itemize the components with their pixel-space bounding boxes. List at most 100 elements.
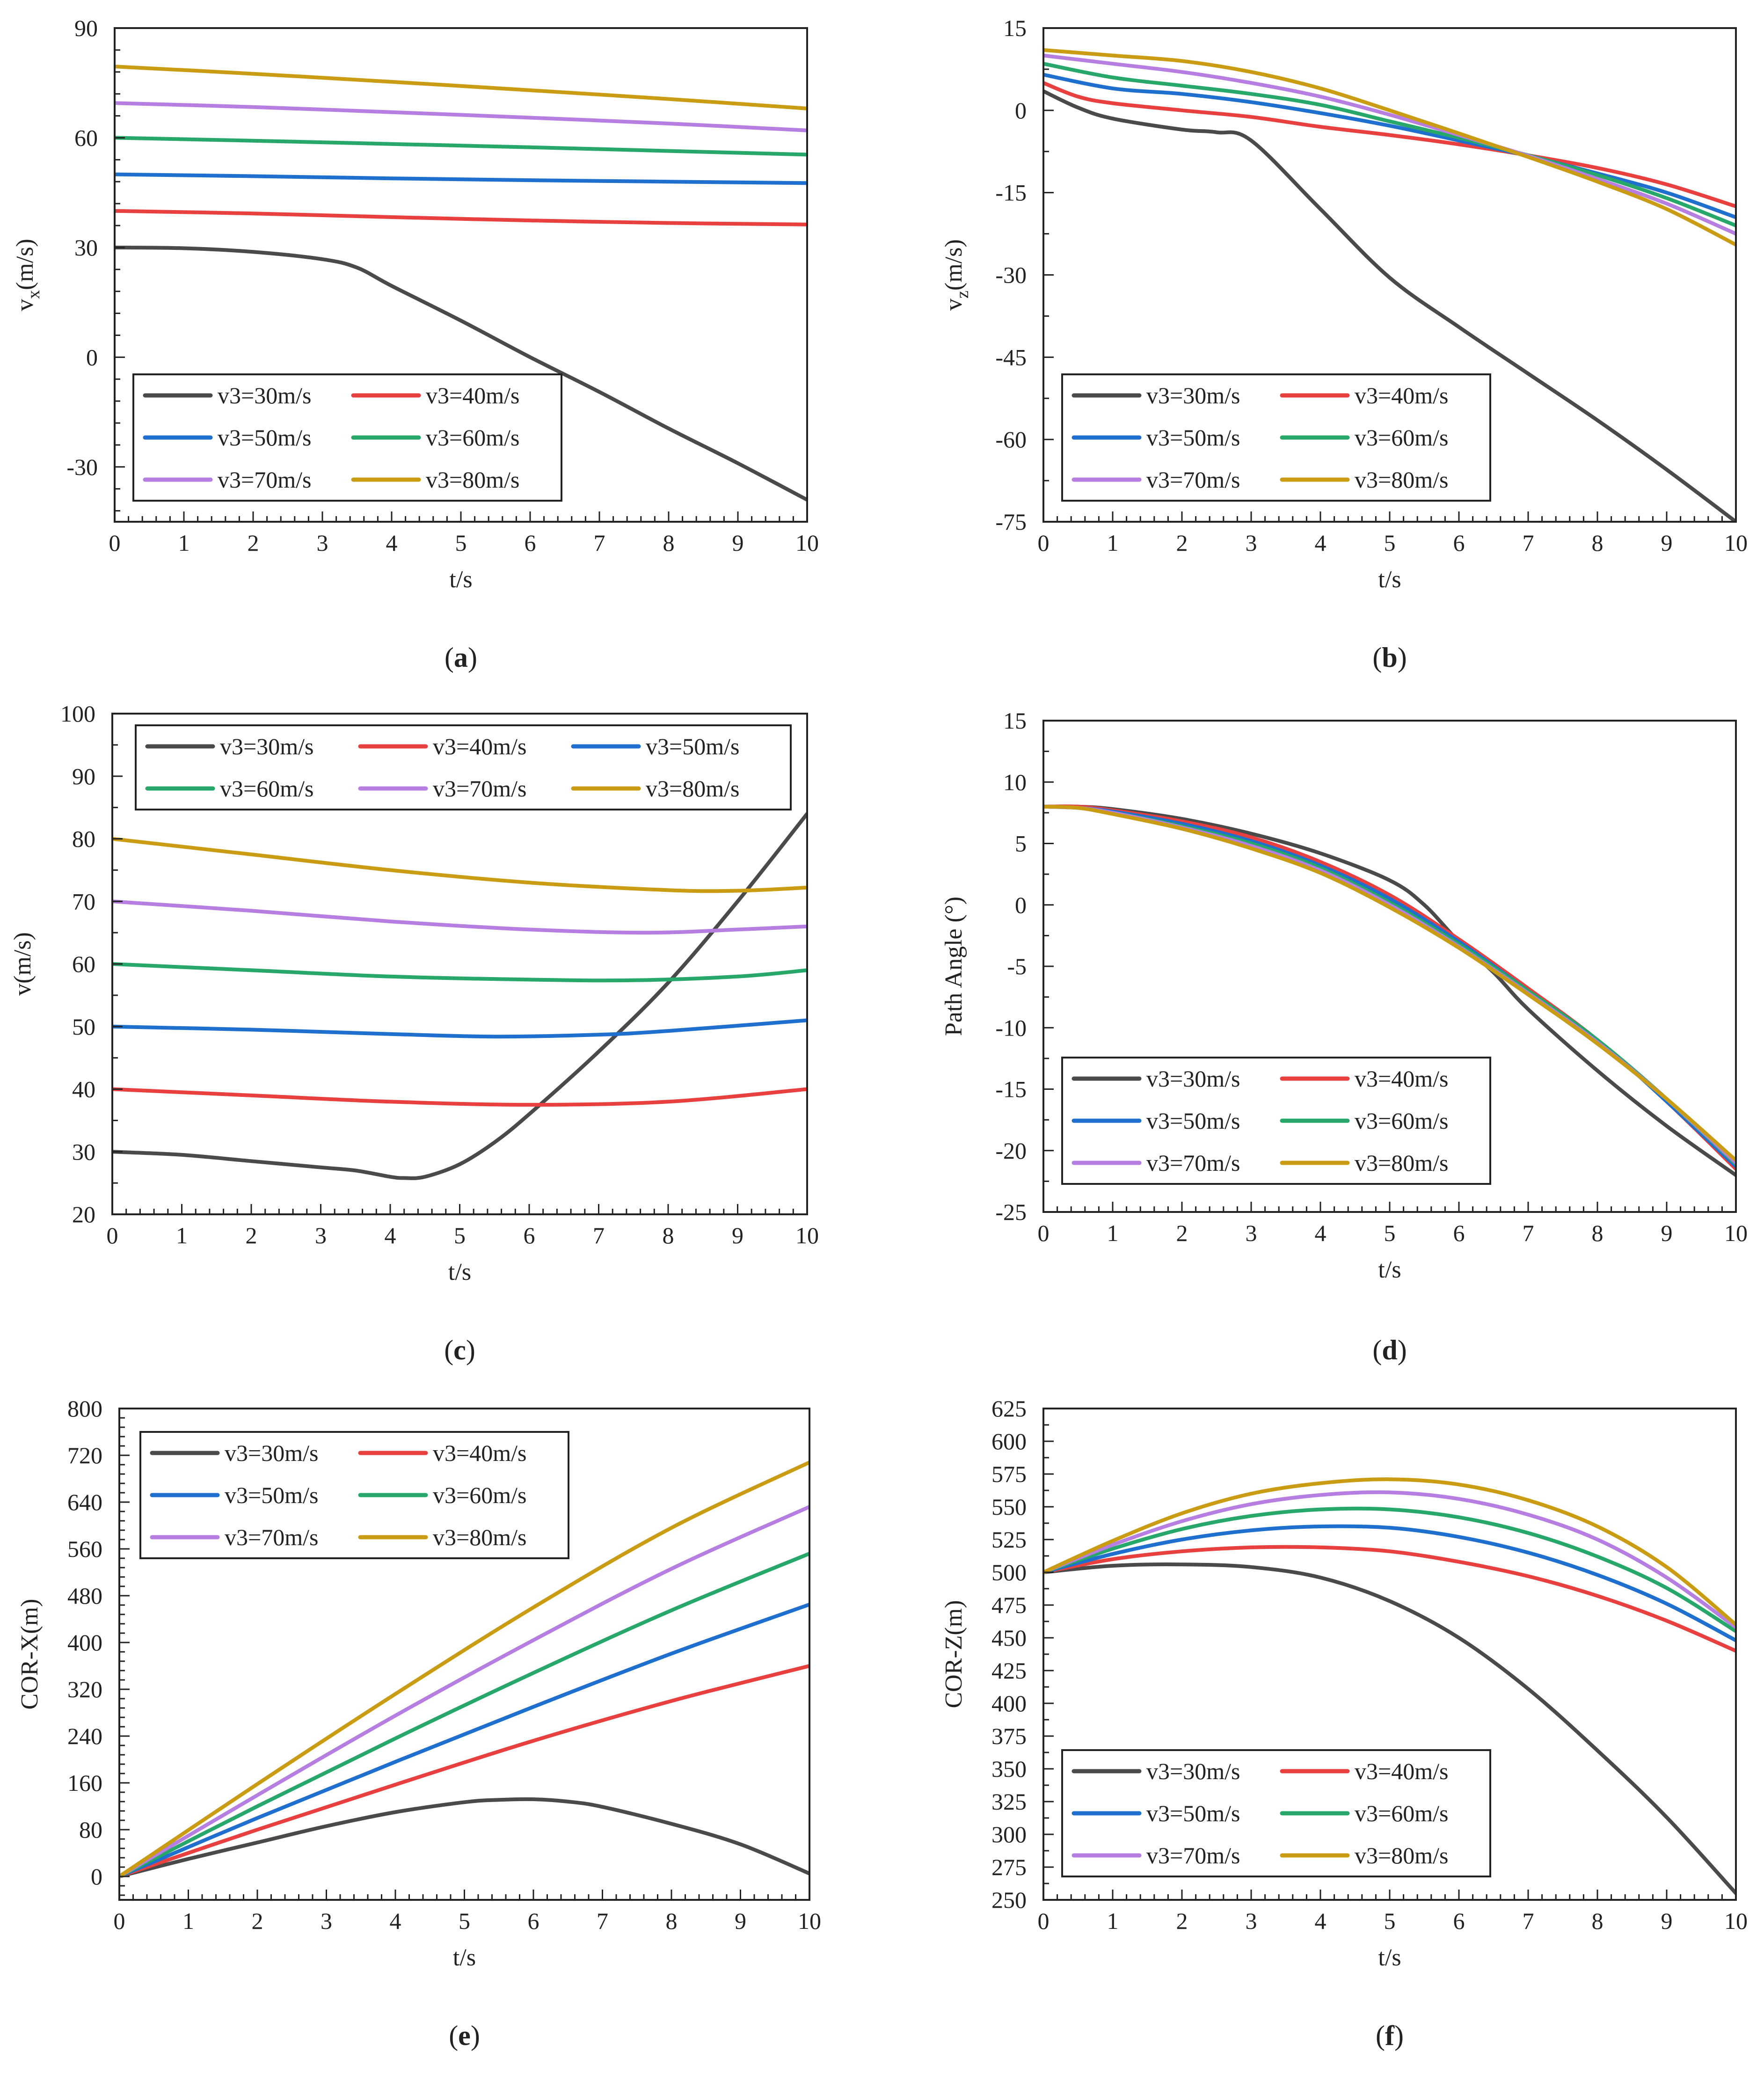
series-line-v50: [112, 1018, 807, 1039]
y-tick-label: 0: [86, 344, 98, 370]
x-tick-label: 4: [390, 1908, 401, 1934]
y-tick-label: 400: [67, 1629, 102, 1656]
y-tick-label: 425: [991, 1657, 1027, 1684]
legend-label-v60: v3=60m/s: [1355, 1800, 1448, 1826]
y-axis-label-subscript: z: [953, 291, 972, 299]
legend-label-v70: v3=70m/s: [225, 1524, 318, 1550]
x-tick-label: 4: [1315, 530, 1327, 556]
legend-label-v70: v3=70m/s: [218, 467, 311, 493]
y-tick-label: 90: [74, 15, 98, 41]
x-tick-label: 0: [1038, 1908, 1050, 1934]
series-line-v70: [112, 899, 807, 935]
x-axis-label: t/s: [449, 566, 472, 593]
series-line-v40: [1043, 1545, 1736, 1653]
y-axis-label: vx(m/s): [12, 239, 44, 311]
y-tick-label: -15: [995, 180, 1027, 206]
series-line-v30: [1043, 1562, 1736, 1895]
x-tick-label: 7: [1523, 1220, 1534, 1246]
y-tick-label: 350: [991, 1756, 1027, 1782]
legend-label-v40: v3=40m/s: [433, 733, 526, 759]
x-tick-label: 4: [386, 530, 398, 556]
caption-letter: b: [1382, 642, 1397, 673]
x-tick-label: 6: [528, 1908, 539, 1934]
x-tick-label: 4: [1315, 1908, 1327, 1934]
x-tick-label: 10: [795, 1222, 819, 1248]
y-tick-label: 60: [74, 124, 98, 151]
x-tick-label: 10: [795, 530, 819, 556]
x-axis-label: t/s: [453, 1944, 476, 1971]
caption-close-paren: ): [1398, 642, 1407, 673]
y-tick-label: 500: [991, 1559, 1027, 1585]
y-tick-label: 160: [67, 1770, 102, 1796]
series-line-v40: [115, 209, 807, 226]
y-axis-label-main: v: [12, 299, 38, 311]
y-tick-label: 525: [991, 1526, 1027, 1553]
caption-close-paren: ): [466, 1335, 475, 1365]
legend-label-v30: v3=30m/s: [218, 382, 311, 409]
panel-caption: (a): [445, 642, 477, 673]
x-axis-label: t/s: [1378, 566, 1401, 593]
y-tick-label: -25: [995, 1199, 1027, 1225]
y-tick-label: 0: [1015, 97, 1027, 124]
caption-open-paren: (: [445, 642, 454, 673]
y-tick-label: 60: [72, 951, 95, 977]
legend-label-v60: v3=60m/s: [433, 1482, 526, 1508]
x-tick-label: 1: [1107, 1908, 1119, 1934]
y-tick-label: 600: [991, 1428, 1027, 1454]
y-tick-label: 320: [67, 1676, 102, 1702]
y-tick-label: -15: [995, 1076, 1027, 1102]
series-line-v70: [1043, 53, 1736, 236]
legend-label-v50: v3=50m/s: [1146, 1108, 1240, 1134]
series-group: [115, 65, 807, 502]
y-tick-label: 560: [67, 1536, 102, 1562]
x-tick-label: 0: [107, 1222, 118, 1248]
legend-label-v70: v3=70m/s: [433, 775, 526, 802]
caption-open-paren: (: [1376, 2020, 1385, 2051]
panel-caption: (b): [1372, 642, 1407, 673]
y-tick-label: 550: [991, 1494, 1027, 1520]
legend-label-v60: v3=60m/s: [220, 775, 313, 802]
x-tick-label: 4: [1315, 1220, 1327, 1246]
legend-label-v40: v3=40m/s: [1355, 1066, 1448, 1092]
chart-b: 0 1 2 3 4 5 6 7 8 9 10 -75 -60 -45 -30 -15 0 15 t/s vz(m/s)…: [940, 15, 1748, 673]
x-tick-label: 9: [1661, 1908, 1673, 1934]
legend-label-v40: v3=40m/s: [433, 1440, 526, 1466]
y-tick-label: -10: [995, 1015, 1027, 1041]
x-tick-label: 10: [1724, 530, 1748, 556]
y-tick-label: -30: [66, 454, 98, 480]
x-tick-label: 7: [1523, 1908, 1534, 1934]
series-line-v70: [115, 101, 807, 132]
x-tick-label: 7: [1523, 530, 1534, 556]
chart-a: 0 1 2 3 4 5 6 7 8 9 10 -30 0 30 60 90 t/s vx(m/s) v3=30m/s…: [12, 15, 819, 673]
y-tick-label: 400: [991, 1690, 1027, 1716]
legend-label-v70: v3=70m/s: [1146, 467, 1240, 493]
y-tick-label: 640: [67, 1489, 102, 1515]
x-tick-label: 5: [1384, 1220, 1396, 1246]
x-tick-label: 8: [1592, 1220, 1604, 1246]
series-line-v50: [115, 172, 807, 185]
caption-close-paren: ): [1394, 2020, 1404, 2051]
legend-label-v30: v3=30m/s: [220, 733, 313, 759]
legend-label-v50: v3=50m/s: [646, 733, 739, 759]
series-line-v60: [1043, 1506, 1736, 1633]
y-tick-label: 15: [1003, 708, 1027, 734]
caption-close-paren: ): [468, 642, 477, 673]
chart-c: 0 1 2 3 4 5 6 7 8 9 10 20 30 40 50 60 70 80 90 100 t/s v(m/s)…: [9, 701, 819, 1365]
y-axis-label-main: v: [940, 299, 967, 311]
x-tick-label: 0: [1038, 1220, 1050, 1246]
x-tick-label: 0: [114, 1908, 125, 1934]
legend-label-v30: v3=30m/s: [1146, 1758, 1240, 1784]
x-tick-label: 6: [1453, 1220, 1465, 1246]
y-tick-label: 80: [79, 1817, 102, 1843]
series-line-v50: [1043, 73, 1736, 219]
y-tick-label: -5: [1007, 953, 1027, 979]
y-tick-label: 10: [1003, 769, 1027, 795]
caption-letter: c: [453, 1335, 466, 1365]
x-tick-label: 1: [178, 530, 190, 556]
legend-label-v30: v3=30m/s: [225, 1440, 318, 1466]
chart-d: 0 1 2 3 4 5 6 7 8 9 10 -25 -20 -15 -10 -5 0 5 10 15 t/s Path …: [940, 708, 1748, 1365]
series-line-v60: [112, 962, 807, 983]
y-tick-label: 240: [67, 1723, 102, 1749]
